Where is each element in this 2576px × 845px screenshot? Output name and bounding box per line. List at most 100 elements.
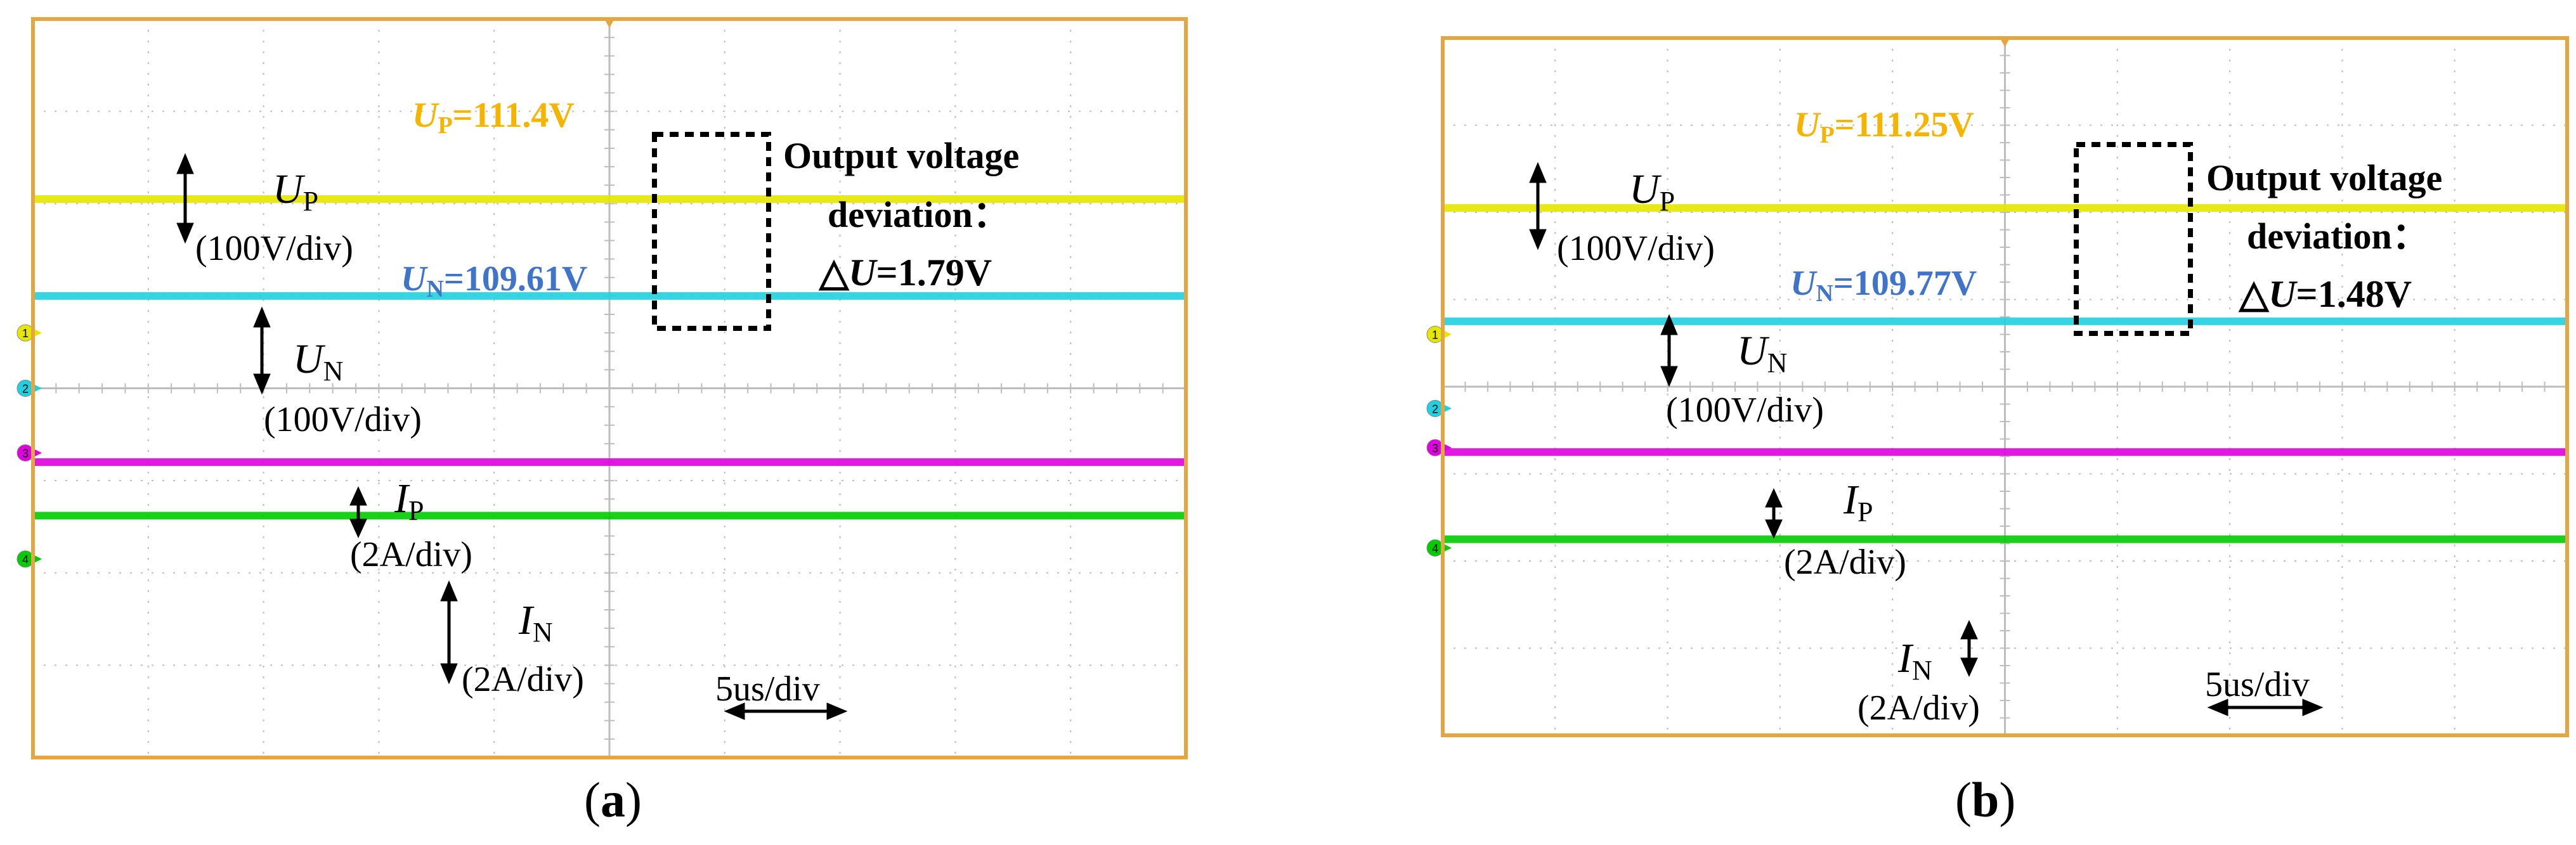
readout-un-a-prefix: U — [401, 259, 428, 299]
readout-up-b-sub: P — [1819, 122, 1834, 148]
readout-up-a-value: =111.4V — [453, 96, 575, 135]
annotation-line3-b: △U=1.48V — [2238, 273, 2412, 315]
label-in-a-sub: N — [533, 617, 553, 648]
readout-un-b: UN=109.77V — [1790, 264, 1977, 307]
delta-symbol-b: △ — [2238, 273, 2270, 315]
frame-b — [1441, 36, 2569, 737]
channel-marker-label: 4 — [1432, 542, 1438, 555]
scale-un-a: (100V/div) — [264, 400, 422, 439]
readout-un-a-sub: N — [426, 276, 443, 302]
timebase-arrow-a — [724, 702, 848, 720]
screen-frame — [1441, 36, 2569, 737]
label-un-a-name: U — [293, 336, 326, 382]
trace-0 — [1443, 204, 2567, 212]
annotation-line2-b: deviation： — [2247, 216, 2429, 257]
grid-a — [32, 18, 1187, 758]
timebase-a: 5us/div — [715, 669, 820, 709]
amplitude-arrows-b — [1529, 162, 1978, 678]
readout-un-b-sub: N — [1816, 280, 1833, 307]
channel-marker-arrow — [1444, 330, 1452, 339]
scale-in-b: (2A/div) — [1857, 688, 1980, 728]
label-up-a: UP — [273, 166, 318, 217]
delta-u-a: U — [849, 252, 878, 293]
delta-value-a: =1.79V — [876, 252, 992, 293]
label-ip-b-sub: P — [1857, 496, 1873, 527]
channel-marker-label: 2 — [1432, 403, 1438, 415]
readout-up-b: UP=111.25V — [1794, 105, 1974, 148]
label-up-b: UP — [1629, 166, 1675, 217]
trace-0 — [33, 195, 1186, 203]
label-un-a-sub: N — [323, 356, 344, 387]
channel-marker-arrow — [34, 555, 42, 563]
readout-up-a: UP=111.4V — [412, 96, 575, 139]
grid-b — [1442, 37, 2568, 736]
trace-2 — [33, 458, 1186, 466]
scale-up-a: (100V/div) — [195, 229, 353, 268]
channel-markers-b: 1 2 3 4 — [1426, 326, 1452, 557]
label-ip-a: IP — [394, 475, 424, 526]
label-up-b-sub: P — [1660, 186, 1675, 217]
traces-a — [33, 195, 1186, 520]
channel-marker-arrow — [34, 384, 42, 392]
label-in-a-name: I — [518, 597, 535, 643]
deviation-box-a — [652, 132, 771, 331]
readout-up-a-prefix: U — [412, 96, 439, 135]
amplitude-arrows-a — [176, 153, 458, 685]
label-in-b-sub: N — [1912, 655, 1932, 686]
label-up-b-name: U — [1629, 166, 1662, 212]
readout-un-a: UN=109.61V — [401, 259, 587, 302]
channel-marker-label: 1 — [1432, 329, 1438, 342]
readout-un-b-value: =109.77V — [1833, 264, 1977, 303]
trace-2 — [1443, 448, 2567, 456]
label-ip-a-sub: P — [408, 495, 424, 526]
channel-marker-arrow — [34, 449, 42, 457]
panel-caption-b: (b) — [1955, 772, 2015, 827]
traces-b — [1443, 204, 2567, 543]
channel-marker-label: 3 — [1432, 442, 1438, 455]
scale-ip-a: (2A/div) — [350, 535, 472, 574]
screen-frame — [31, 17, 1188, 759]
label-un-b: UN — [1737, 328, 1787, 378]
annotation-line2-a: deviation： — [828, 194, 1010, 235]
timebase-arrow-b — [2207, 699, 2324, 716]
panel-caption-a: (a) — [584, 772, 642, 827]
trace-1 — [33, 292, 1186, 300]
annotation-line1-b: Output voltage — [2206, 157, 2442, 198]
delta-symbol-a: △ — [818, 252, 850, 293]
label-un-b-name: U — [1737, 328, 1770, 374]
scale-un-b: (100V/div) — [1666, 390, 1824, 430]
channel-marker-label: 2 — [22, 383, 29, 396]
label-up-a-sub: P — [303, 186, 318, 217]
timebase-b: 5us/div — [2205, 665, 2310, 704]
label-in-b-name: I — [1897, 635, 1914, 681]
panel-caption-b-letter: b — [1972, 772, 1999, 827]
delta-value-b: =1.48V — [2296, 273, 2412, 315]
trace-3 — [1443, 535, 2567, 543]
annotation-line1-a: Output voltage — [783, 135, 1019, 176]
channel-marker-arrow — [34, 329, 42, 337]
frame-a — [31, 17, 1188, 759]
label-up-a-name: U — [273, 166, 306, 212]
readout-up-b-prefix: U — [1794, 105, 1821, 145]
readout-up-b-value: =111.25V — [1835, 105, 1974, 145]
channel-marker-label: 1 — [22, 327, 29, 340]
label-ip-a-name: I — [394, 475, 410, 522]
label-ip-b-name: I — [1843, 477, 1859, 523]
channel-marker-label: 4 — [22, 553, 29, 566]
scale-up-b: (100V/div) — [1557, 229, 1715, 268]
delta-u-b: U — [2268, 273, 2298, 315]
annotation-line3-a: △U=1.79V — [818, 252, 992, 293]
channel-marker-arrow — [1444, 404, 1452, 413]
label-un-a: UN — [293, 336, 343, 387]
trace-3 — [33, 512, 1186, 520]
label-un-b-sub: N — [1767, 347, 1788, 378]
panel-caption-a-letter: a — [601, 772, 625, 827]
channel-marker-arrow — [1444, 444, 1452, 452]
label-in-b: IN — [1897, 635, 1932, 686]
scale-in-a: (2A/div) — [462, 660, 584, 699]
readout-un-a-value: =109.61V — [444, 259, 587, 299]
